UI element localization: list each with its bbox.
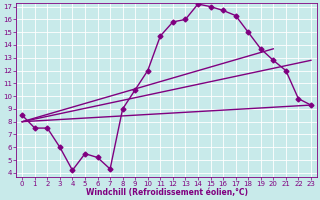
X-axis label: Windchill (Refroidissement éolien,°C): Windchill (Refroidissement éolien,°C) bbox=[85, 188, 248, 197]
